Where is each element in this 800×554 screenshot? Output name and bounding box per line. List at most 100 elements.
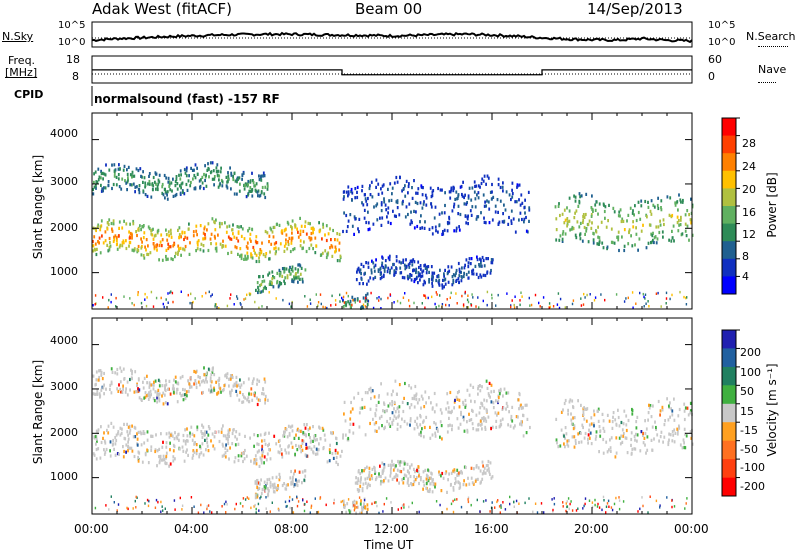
data-cell bbox=[602, 419, 605, 423]
data-cell bbox=[281, 274, 284, 278]
data-cell bbox=[334, 448, 337, 452]
data-cell bbox=[189, 301, 191, 305]
data-cell bbox=[458, 270, 461, 274]
data-cell bbox=[121, 177, 124, 181]
data-cell bbox=[218, 378, 221, 382]
data-cell bbox=[347, 185, 350, 189]
data-cell bbox=[647, 418, 649, 422]
data-cell bbox=[131, 302, 133, 305]
data-cell bbox=[117, 503, 120, 506]
data-cell bbox=[685, 303, 688, 306]
data-cell bbox=[334, 299, 337, 302]
data-cell bbox=[413, 279, 416, 284]
data-cell bbox=[426, 267, 428, 272]
data-cell bbox=[457, 194, 460, 198]
data-cell bbox=[424, 306, 426, 309]
data-cell bbox=[413, 209, 415, 213]
data-cell bbox=[361, 406, 364, 410]
data-cell bbox=[157, 378, 160, 382]
data-cell bbox=[202, 186, 205, 191]
data-cell bbox=[289, 506, 291, 510]
data-cell bbox=[384, 264, 387, 268]
data-cell bbox=[227, 431, 230, 435]
data-cell bbox=[563, 442, 565, 446]
data-cell bbox=[214, 305, 216, 308]
data-cell bbox=[334, 238, 336, 242]
data-cell bbox=[420, 406, 422, 410]
data-cell bbox=[368, 227, 371, 231]
data-cell bbox=[665, 302, 667, 305]
data-cell bbox=[239, 247, 242, 251]
data-cell bbox=[370, 474, 373, 478]
data-cell bbox=[430, 202, 432, 206]
data-cell bbox=[408, 384, 410, 388]
data-cell bbox=[222, 444, 224, 448]
data-cell bbox=[564, 445, 566, 449]
data-cell bbox=[262, 289, 264, 293]
data-cell bbox=[165, 432, 168, 436]
data-cell bbox=[416, 191, 419, 195]
data-cell bbox=[299, 429, 302, 433]
data-cell bbox=[342, 197, 345, 201]
data-cell bbox=[266, 182, 269, 186]
data-cell bbox=[245, 195, 248, 199]
data-cell bbox=[160, 510, 162, 513]
data-cell bbox=[150, 448, 153, 452]
data-cell bbox=[403, 503, 405, 506]
data-cell bbox=[123, 449, 125, 454]
data-cell bbox=[182, 439, 185, 443]
data-cell bbox=[161, 185, 164, 189]
data-cell bbox=[434, 225, 437, 229]
data-cell bbox=[363, 208, 366, 212]
data-cell bbox=[256, 450, 259, 454]
data-cell bbox=[201, 175, 204, 179]
data-cell bbox=[341, 296, 343, 300]
noise-sky-line bbox=[91, 31, 693, 44]
data-cell bbox=[256, 378, 259, 382]
data-cell bbox=[309, 238, 312, 242]
data-cell bbox=[337, 462, 339, 467]
data-cell bbox=[431, 284, 434, 288]
data-cell bbox=[165, 445, 168, 449]
data-cell bbox=[125, 246, 128, 251]
data-cell bbox=[671, 213, 674, 218]
data-cell bbox=[194, 187, 197, 191]
data-cell bbox=[181, 374, 184, 379]
data-cell bbox=[600, 293, 602, 296]
data-cell bbox=[371, 389, 374, 393]
data-cell bbox=[144, 193, 147, 197]
data-cell bbox=[184, 171, 187, 175]
data-cell bbox=[572, 405, 574, 409]
data-cell bbox=[377, 268, 380, 272]
data-cell bbox=[99, 456, 102, 460]
data-cell bbox=[180, 253, 182, 257]
data-cell bbox=[201, 181, 204, 185]
data-cell bbox=[241, 400, 243, 404]
data-cell bbox=[466, 217, 469, 221]
data-cell bbox=[369, 477, 371, 481]
data-cell bbox=[551, 498, 553, 501]
data-cell bbox=[456, 397, 459, 401]
data-cell bbox=[218, 178, 220, 182]
data-cell bbox=[271, 230, 274, 234]
data-cell bbox=[225, 230, 228, 234]
data-cell bbox=[419, 415, 422, 419]
data-cell bbox=[133, 303, 135, 307]
data-cell bbox=[688, 213, 690, 217]
data-cell bbox=[103, 383, 105, 387]
data-cell bbox=[121, 241, 124, 245]
data-cell bbox=[229, 297, 231, 300]
data-cell bbox=[415, 191, 417, 195]
data-cell bbox=[435, 278, 438, 283]
data-cell bbox=[257, 481, 260, 485]
data-cell bbox=[138, 396, 141, 400]
data-cell bbox=[670, 239, 673, 243]
data-cell bbox=[428, 489, 430, 493]
data-cell bbox=[274, 246, 277, 250]
data-cell bbox=[345, 213, 348, 218]
data-cell bbox=[608, 203, 610, 207]
data-cell bbox=[438, 283, 441, 287]
data-cell bbox=[181, 393, 184, 397]
data-cell bbox=[199, 248, 202, 252]
data-cell bbox=[485, 399, 488, 403]
